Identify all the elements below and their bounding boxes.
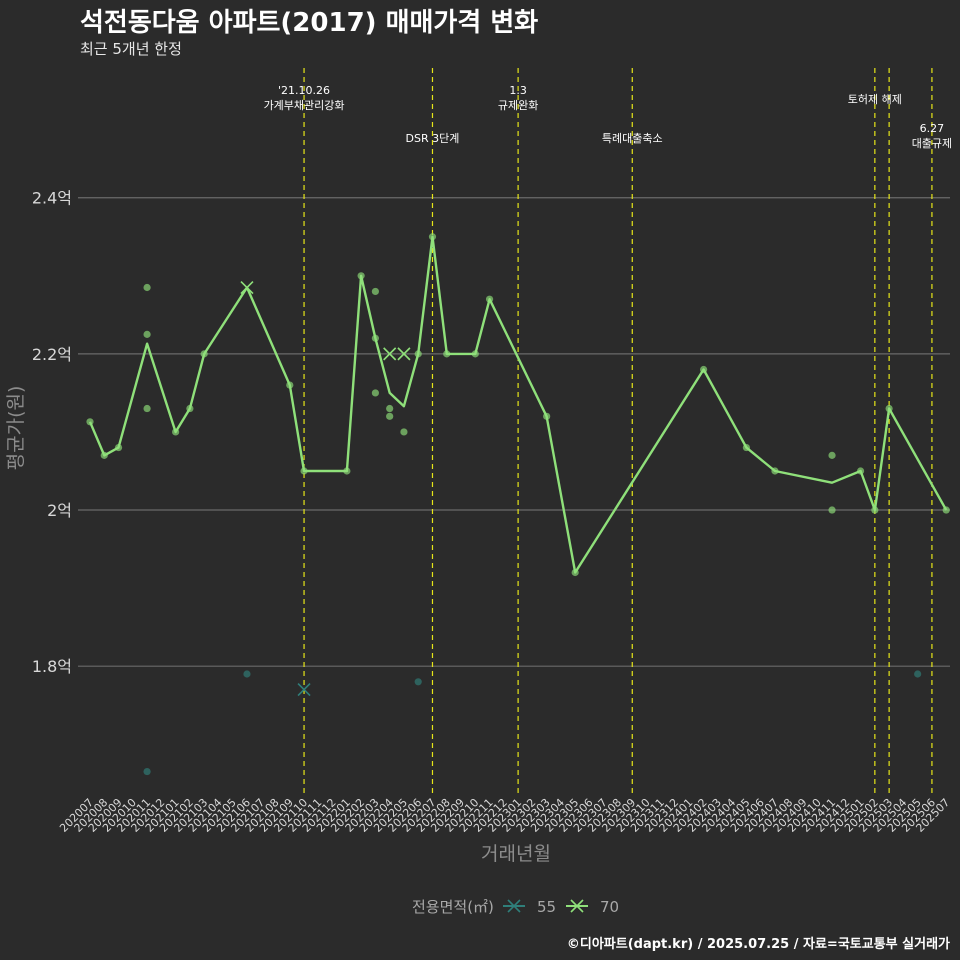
event-label: 토허제 해제 — [848, 92, 902, 106]
event-label: DSR 3단계 — [406, 132, 460, 145]
data-point — [386, 412, 394, 420]
chart-subtitle: 최근 5개년 한정 — [80, 40, 182, 58]
y-tick-label: 2.2억 — [32, 345, 72, 364]
event-label: 1.3 — [509, 84, 527, 97]
data-point — [243, 670, 251, 678]
legend-label-70: 70 — [600, 898, 619, 916]
event-lines — [303, 68, 933, 795]
source-caption: ©디아파트(dapt.kr) / 2025.07.25 / 자료=국토교통부 실… — [566, 937, 950, 952]
event-label: 6.27 — [920, 122, 945, 135]
data-point — [828, 451, 836, 459]
legend-key-55 — [503, 899, 525, 913]
cross-marker — [297, 683, 311, 697]
x-axis-ticks: 2020072020082020092020102020112020122021… — [57, 796, 952, 835]
legend-title: 전용면적(㎡) — [412, 898, 494, 916]
y-axis-ticks: 1.8억 2억 2.2억 2.4억 — [32, 189, 72, 676]
event-label: 특례대출축소 — [602, 132, 663, 145]
cross-marker — [240, 280, 254, 295]
data-point — [386, 404, 394, 413]
grid-lines — [78, 197, 950, 667]
y-tick-label: 2.4억 — [32, 189, 72, 208]
data-point — [143, 283, 151, 292]
cross-marker — [397, 347, 411, 361]
legend-label-55: 55 — [537, 898, 556, 916]
event-label: 대출규제 — [912, 137, 952, 150]
data-point — [371, 287, 379, 296]
data-point — [828, 506, 836, 514]
event-label: 가계부채관리강화 — [264, 99, 345, 112]
data-point — [914, 670, 922, 678]
data-point — [143, 767, 151, 776]
data-point — [414, 678, 422, 686]
data-series — [86, 233, 950, 776]
y-tick-label: 2억 — [47, 501, 72, 520]
data-point — [143, 330, 151, 338]
data-point — [400, 428, 408, 436]
data-point — [143, 404, 151, 413]
cross-marker — [383, 347, 397, 361]
legend-key-70 — [566, 899, 588, 913]
chart-title: 석전동다움 아파트(2017) 매매가격 변화 — [80, 8, 539, 38]
y-tick-label: 1.8억 — [32, 657, 72, 676]
x-axis-title: 거래년월 — [481, 843, 551, 865]
event-label: 규제완화 — [498, 99, 538, 112]
series-line-70 — [88, 235, 948, 574]
event-label: '21.10.26 — [278, 84, 330, 97]
data-point — [371, 389, 379, 397]
y-axis-title: 평균가(원) — [5, 386, 27, 471]
legend: 전용면적(㎡) 55 70 — [412, 898, 619, 916]
